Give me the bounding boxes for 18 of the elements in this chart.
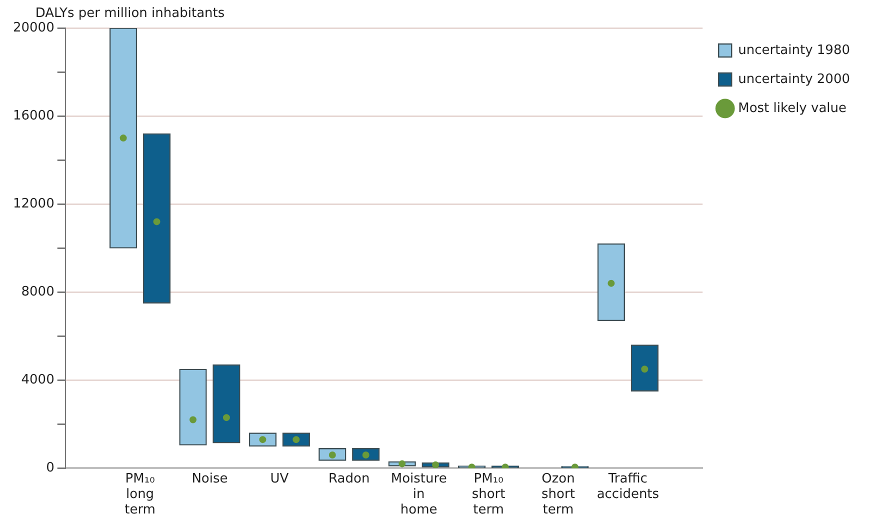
y-axis-title: DALYs per million inhabitants	[35, 6, 225, 21]
legend-label: uncertainty 1980	[738, 42, 850, 58]
x-tick-label: Ozon short term	[542, 471, 575, 518]
x-tick-label: PM₁₀ short term	[472, 471, 506, 518]
x-tick-label: PM₁₀ long term	[124, 471, 156, 518]
x-tick-label: UV	[270, 471, 289, 486]
x-tick-label: Radon	[328, 471, 370, 486]
legend-label: uncertainty 2000	[738, 72, 850, 87]
x-tick-label: Moisture in home	[390, 471, 447, 518]
y-tick-label: 8000	[21, 284, 54, 300]
y-tick-label: 0	[46, 460, 54, 476]
y-tick-label: 12000	[12, 196, 54, 212]
y-tick-label: 4000	[21, 372, 54, 388]
y-tick-label: 16000	[12, 108, 54, 124]
x-tick-label: Noise	[192, 471, 228, 486]
y-tick-label: 20000	[12, 20, 54, 36]
legend-label: Most likely value	[738, 100, 847, 116]
x-tick-label: Traffic accidents	[596, 471, 660, 502]
